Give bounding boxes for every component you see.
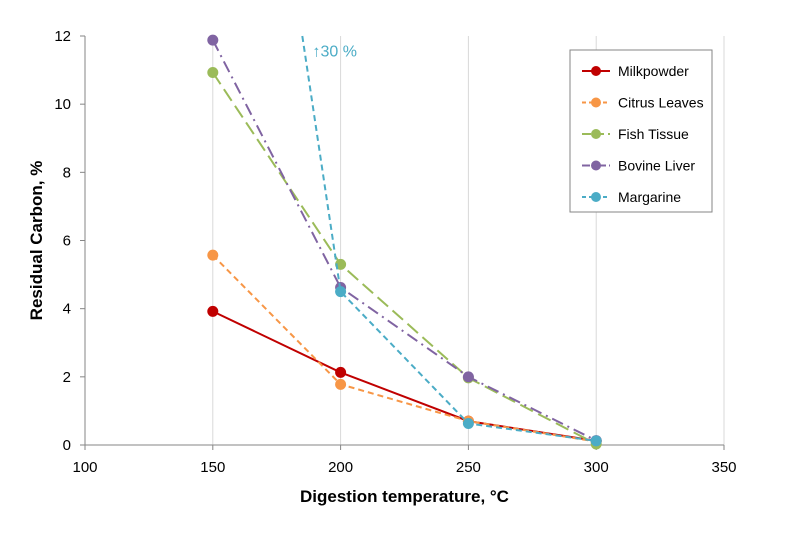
x-tick-label: 100 (72, 459, 97, 476)
legend-label-fish-tissue: Fish Tissue (618, 126, 689, 142)
data-point-margarine (335, 286, 347, 298)
data-point-bovine-liver (207, 34, 219, 46)
off-scale-annotation: ↑30 % (312, 43, 356, 60)
legend-marker-fish-tissue (591, 129, 601, 139)
data-point-milkpowder (207, 305, 219, 317)
legend-marker-milkpowder (591, 66, 601, 76)
y-tick-label: 6 (63, 233, 71, 250)
series-line-fish-tissue (211, 71, 597, 445)
y-tick-label: 10 (54, 96, 71, 113)
series-line-citrus-leaves (212, 254, 597, 443)
x-tick-label: 350 (711, 459, 736, 476)
x-tick-label: 200 (328, 459, 353, 476)
y-tick-label: 2 (63, 369, 71, 386)
legend-marker-citrus-leaves (591, 97, 601, 108)
legend-label-margarine: Margarine (618, 189, 681, 205)
y-tick-label: 0 (63, 437, 71, 454)
legend-label-bovine-liver: Bovine Liver (618, 158, 695, 174)
x-tick-label: 250 (456, 459, 481, 476)
legend-marker-margarine (591, 192, 601, 202)
x-tick-label: 150 (200, 459, 225, 476)
series-layer (207, 34, 602, 450)
series-line-bovine-liver (211, 39, 597, 442)
data-point-milkpowder (335, 366, 347, 378)
y-axis-title: Residual Carbon, % (27, 161, 46, 321)
data-point-bovine-liver (462, 371, 474, 383)
data-point-margarine (462, 418, 474, 430)
y-tick-label: 12 (54, 28, 71, 45)
data-point-citrus-leaves (207, 249, 219, 261)
x-tick-label: 300 (584, 459, 609, 476)
series-line-milkpowder (212, 310, 597, 442)
data-point-margarine (590, 435, 602, 447)
annotations: ↑30 % (312, 43, 356, 60)
data-point-citrus-leaves (335, 378, 347, 390)
y-tick-label: 4 (63, 301, 71, 318)
legend-label-citrus-leaves: Citrus Leaves (618, 95, 704, 111)
axes: 0 2 4 6 8 10 12 100 150 200 250 300 350 Digestion tem… (27, 28, 737, 506)
legend-label-milkpowder: Milkpowder (618, 63, 689, 79)
x-axis-title: Digestion temperature, °C (300, 487, 509, 506)
legend-marker-bovine-liver (591, 160, 601, 171)
y-tick-label: 8 (63, 164, 71, 181)
series-line-margarine (301, 35, 597, 442)
legend: Milkpowder Citrus Leaves Fish Tissue Bovine… (569, 49, 713, 213)
data-point-fish-tissue (207, 66, 219, 78)
